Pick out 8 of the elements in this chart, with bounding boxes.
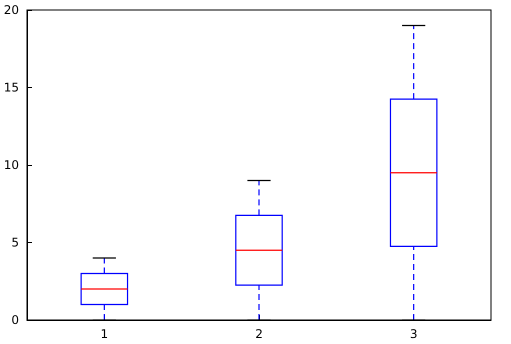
- x-tick-label: 1: [100, 327, 108, 341]
- y-tick-label: 5: [11, 236, 19, 250]
- x-tick-label: 2: [255, 327, 263, 341]
- y-tick-label: 0: [11, 313, 19, 327]
- y-tick-label: 15: [4, 80, 19, 94]
- x-tick-label: 3: [410, 327, 418, 341]
- y-tick-label: 20: [4, 3, 19, 17]
- y-tick-label: 10: [4, 158, 19, 172]
